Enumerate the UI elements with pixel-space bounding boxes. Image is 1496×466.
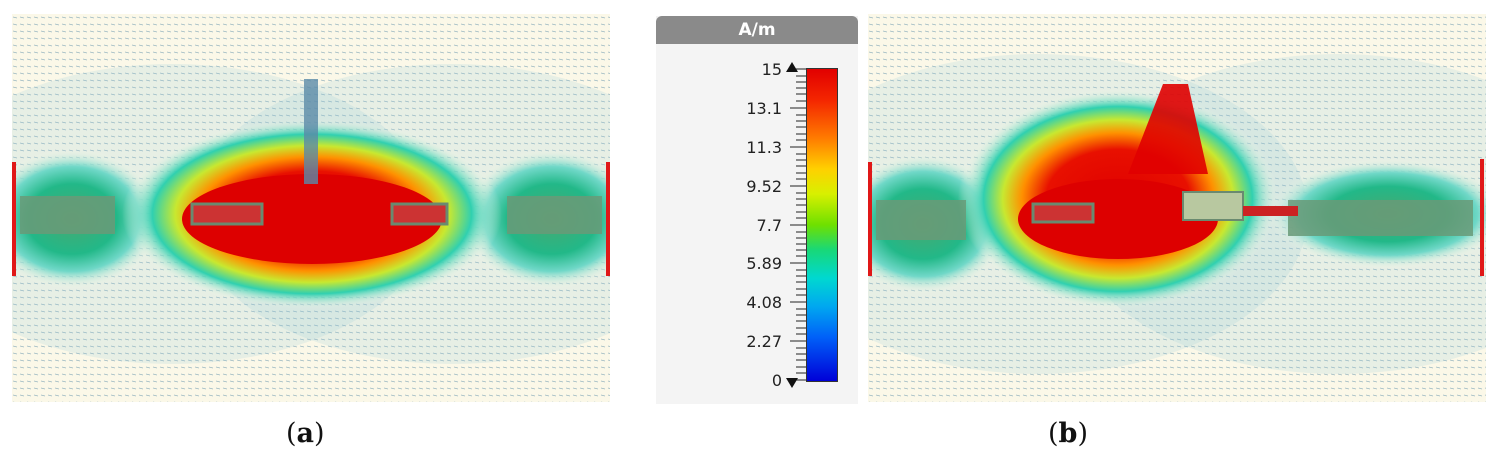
tick-label: 11.3	[746, 138, 782, 157]
caption-letter: b	[1058, 418, 1078, 449]
tick-label: 2.27	[746, 332, 782, 351]
legend-unit: A/m	[656, 16, 858, 44]
tick-label: 5.89	[746, 254, 782, 273]
tick-label: 15	[761, 60, 782, 79]
caption-letter: a	[296, 418, 315, 449]
caption-paren-open: (	[1048, 418, 1059, 449]
tick-label: 9.52	[746, 177, 782, 196]
current-field-plot-a	[12, 14, 610, 402]
current-field-graphic-a	[12, 14, 610, 402]
tick-label: 13.1	[746, 99, 782, 118]
caption-paren-close: )	[314, 418, 325, 449]
min-marker-icon	[786, 378, 798, 388]
color-scale-bar	[806, 68, 838, 382]
caption-a: (a)	[286, 418, 325, 449]
current-field-plot-b	[868, 14, 1486, 402]
max-marker-icon	[786, 62, 798, 72]
current-field-graphic-b	[868, 14, 1486, 402]
legend-ticks-graphic	[786, 62, 806, 388]
color-legend: A/m 15 13.1 11.3 9.52 7.7 5.89 4.08	[656, 16, 858, 404]
caption-b: (b)	[1048, 418, 1088, 449]
caption-paren-close: )	[1077, 418, 1088, 449]
tick-label: 4.08	[746, 293, 782, 312]
caption-paren-open: (	[286, 418, 297, 449]
tick-label: 7.7	[756, 216, 782, 235]
tick-label: 0	[771, 371, 782, 390]
